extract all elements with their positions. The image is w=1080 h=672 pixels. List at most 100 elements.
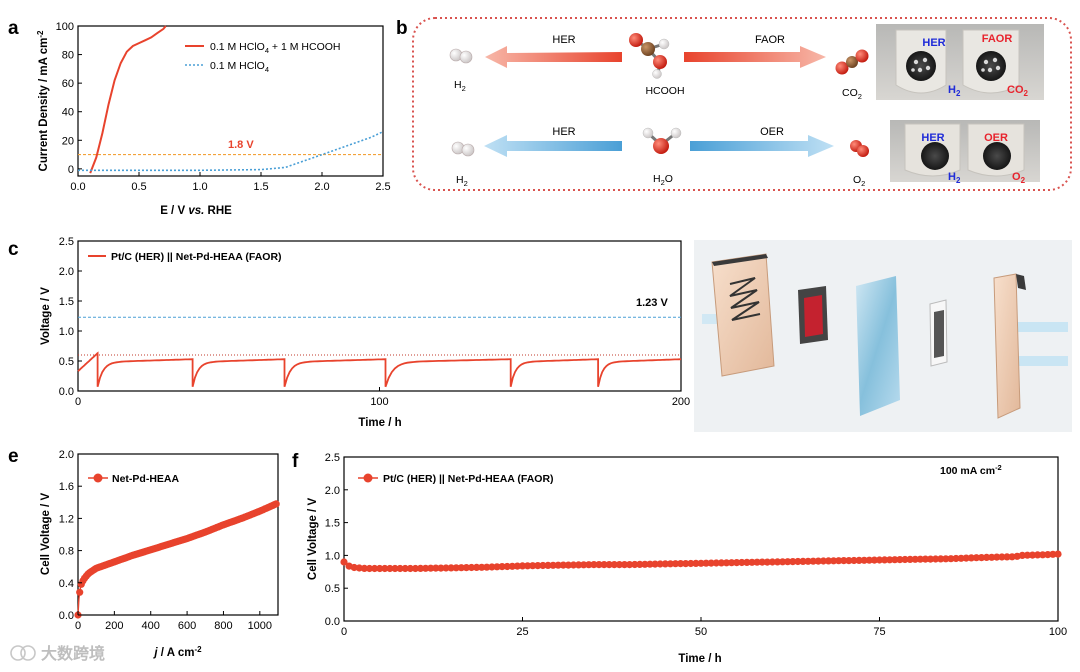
chart-f-point — [768, 558, 777, 566]
chart-f-point — [1054, 550, 1062, 558]
chart-f-point — [646, 560, 654, 568]
chart-f-point — [855, 556, 863, 565]
chart-e-legend: Net-Pd-HEAA — [112, 473, 179, 485]
panel-label-b: b — [396, 18, 408, 39]
chart-f-point — [376, 564, 384, 573]
chart-c-frame — [77, 240, 682, 392]
chart-f-point — [845, 557, 853, 565]
row1-right-product: CO2 — [842, 87, 862, 101]
chart-f-point — [671, 560, 680, 568]
chart-f-point — [518, 562, 527, 570]
y-tick-label: 2.5 — [59, 236, 74, 248]
x-tick-label: 200 — [672, 396, 690, 408]
chart-f-point — [809, 557, 817, 565]
chart-f-point — [1023, 551, 1031, 559]
chart-f-point — [631, 560, 639, 569]
membrane-icon — [856, 276, 900, 416]
y-tick-label: 20 — [62, 135, 74, 147]
watermark: 大数跨境 — [10, 644, 105, 663]
chart-f-point — [371, 564, 379, 573]
chart-f-point — [824, 557, 833, 565]
chart-f-point — [391, 564, 399, 573]
watermark-text: 大数跨境 — [41, 644, 105, 663]
x-tick-label: 100 — [1049, 626, 1067, 638]
panel-label-f: f — [292, 451, 299, 472]
chart-f-point — [1003, 553, 1011, 561]
cell-photo-bottom — [890, 120, 1040, 182]
chart-f-point — [539, 561, 547, 570]
chart-f-point — [620, 561, 629, 569]
chart-f-point — [748, 558, 756, 566]
chart-f-point — [615, 561, 624, 569]
photo1-right-bottom: CO2 — [1007, 84, 1029, 98]
x-tick-label: 1000 — [248, 620, 272, 632]
chart-f-point — [789, 558, 797, 566]
chart-f-point — [488, 563, 496, 571]
chart-f-point — [452, 564, 460, 572]
chart-f-point — [758, 558, 766, 566]
o2-molecule-icon — [850, 140, 869, 157]
chart-f-point — [483, 563, 491, 571]
chart-f-point — [926, 555, 935, 563]
chart-f-point — [891, 556, 899, 564]
chart-a-legend-0: 0.1 M HClO4 + 1 M HCOOH — [210, 41, 341, 55]
chart-c-xlabel: Time / h — [358, 417, 401, 429]
chart-a-series-hcooh — [89, 25, 167, 174]
chart-e: 0 200 400 600 800 1000 0.0 0.4 0.8 1.2 1.6 2.0 Net… — [40, 449, 280, 659]
y-tick-label: 0.0 — [59, 610, 74, 622]
arrow-right-faor-icon — [684, 46, 826, 68]
chart-f-point — [595, 561, 603, 569]
chart-f-point — [707, 559, 715, 567]
chart-f-point — [947, 555, 955, 563]
row2-left-product: H2 — [456, 174, 468, 188]
watermark-logo-icon — [10, 645, 26, 661]
chart-f-point — [712, 559, 720, 567]
chart-f-point — [738, 558, 746, 567]
chart-f-point — [467, 563, 476, 572]
chart-f-point — [1018, 551, 1026, 560]
chart-f-point — [993, 553, 1001, 561]
y-tick-label: 2.5 — [325, 452, 340, 464]
flow-channel-icon — [729, 277, 761, 321]
chart-f-point — [830, 557, 838, 565]
chart-c-legend: Pt/C (HER) || Net-Pd-HEAA (FAOR) — [111, 251, 282, 263]
chart-f-point — [682, 560, 690, 568]
chart-f-point — [422, 564, 430, 572]
y-tick-label: 100 — [56, 21, 74, 33]
chart-f-point — [411, 564, 419, 573]
chart-f-point — [447, 564, 455, 572]
chart-f-point — [835, 557, 843, 565]
chart-f-point — [401, 564, 409, 573]
her-electrode-icon-2 — [921, 142, 949, 170]
chart-f-ylabel: Cell Voltage / V — [307, 498, 319, 581]
x-tick-label: 200 — [105, 620, 123, 632]
chart-f-point — [554, 561, 562, 569]
x-tick-label: 1.0 — [192, 181, 207, 193]
chart-f-point — [340, 558, 348, 566]
y-tick-label: 2.0 — [59, 266, 74, 278]
x-tick-label: 75 — [873, 626, 885, 638]
row2-left-arrow-label: HER — [552, 126, 575, 138]
chart-f-point — [442, 564, 450, 572]
photo1-left-label: HER — [922, 37, 945, 49]
chart-f-point — [508, 562, 516, 570]
x-tick-label: 0.5 — [131, 181, 146, 193]
chart-f-point — [702, 559, 710, 567]
x-tick-label: 0.0 — [70, 181, 85, 193]
chart-c: 0 100 200 0.0 0.5 1.0 1.5 2.0 2.5 1.23 V Pt/C (… — [40, 236, 690, 429]
row2-center-molecule: H2O — [653, 173, 673, 187]
photo2-right-bottom: O2 — [1012, 171, 1026, 185]
chart-f-point — [610, 561, 618, 569]
chart-e-point — [272, 500, 280, 508]
chart-f-point — [406, 564, 414, 573]
chart-f-point — [498, 563, 506, 571]
x-tick-label: 2.5 — [375, 181, 390, 193]
chart-f-point — [896, 556, 904, 564]
chart-f-point — [692, 559, 700, 568]
y-tick-label: 0.0 — [325, 616, 340, 628]
cathode-plate-icon — [993, 273, 1021, 419]
row1-center-molecule: HCOOH — [645, 85, 684, 97]
chart-f-point — [998, 553, 1006, 561]
x-tick-label: 800 — [214, 620, 232, 632]
chart-f-xlabel: Time / h — [678, 653, 721, 665]
